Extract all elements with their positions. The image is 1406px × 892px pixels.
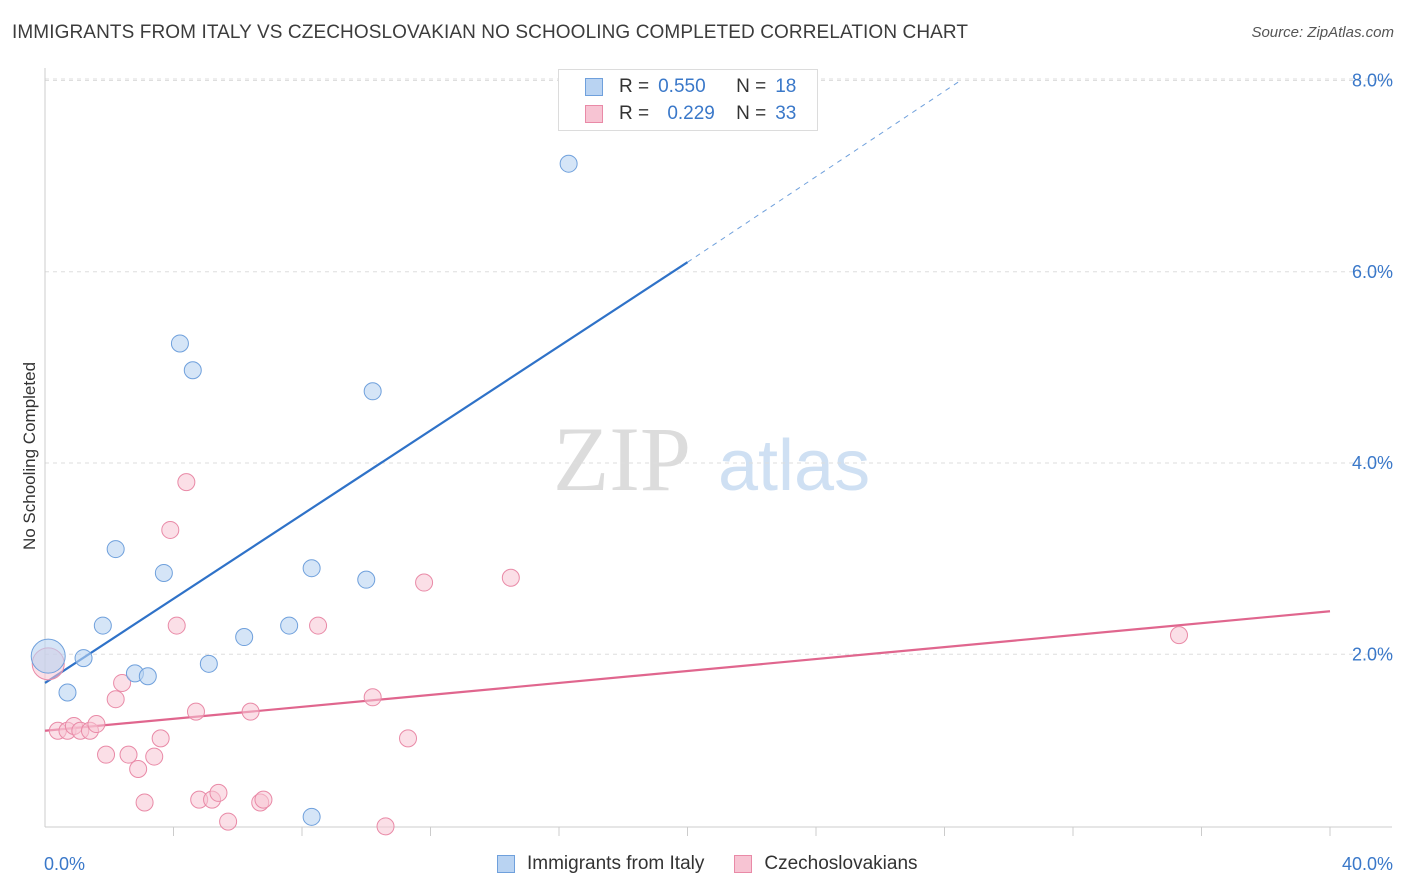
point-czech (113, 673, 132, 692)
point-italy (357, 570, 376, 589)
point-czech (97, 745, 116, 764)
point-italy (93, 616, 112, 635)
legend-row-italy: R = 0.550 N = 18 (585, 74, 797, 100)
point-italy (302, 559, 321, 578)
point-italy (199, 654, 218, 673)
point-italy (138, 667, 157, 686)
axes (44, 68, 1392, 828)
legend-n-value: 33 (775, 103, 797, 124)
trend-line-czech (44, 610, 1331, 732)
point-italy (183, 361, 202, 380)
y-tick-label: 2.0% (1352, 644, 1393, 664)
watermark-atlas: atlas (718, 426, 870, 506)
legend-n-value: 18 (775, 76, 797, 97)
legend-swatch-italy (497, 855, 515, 873)
legend-n-label: N = (736, 103, 767, 124)
point-italy (559, 154, 578, 173)
point-italy (74, 649, 93, 668)
trend-line-italy-extension (687, 80, 961, 263)
y-tick-labels: 2.0% 4.0% 6.0% 8.0% (1352, 71, 1393, 665)
point-italy (58, 683, 77, 702)
point-czech (241, 702, 260, 721)
legend-r-label: R = (619, 103, 650, 124)
legend-r-value: 0.229 (667, 103, 715, 124)
y-tick-label: 4.0% (1352, 453, 1393, 473)
legend-n-label: N = (736, 76, 767, 97)
legend-r-value: 0.550 (658, 76, 706, 97)
point-czech (151, 729, 170, 748)
point-czech (161, 520, 180, 539)
legend-row-czech: R = 0.229 N = 33 (585, 101, 797, 127)
point-italy (302, 807, 321, 826)
legend-label-czech: Czechoslovakians (764, 853, 918, 874)
legend-item-italy: Immigrants from Italy (497, 853, 704, 875)
y-tick-label: 6.0% (1352, 262, 1393, 282)
watermark: ZIP atlas (553, 408, 870, 510)
point-italy (154, 563, 173, 582)
source-label: Source: ZipAtlas.com (1251, 24, 1394, 41)
point-italy (170, 334, 189, 353)
point-czech (135, 793, 154, 812)
x-ticks (173, 827, 1331, 836)
point-czech (145, 747, 164, 766)
point-czech (177, 473, 196, 492)
point-czech (209, 783, 228, 802)
y-axis-label: No Schooling Completed (20, 362, 39, 550)
y-tick-label: 8.0% (1352, 71, 1393, 91)
watermark-zip: ZIP (553, 408, 691, 510)
point-italy (30, 638, 66, 674)
stats-legend: R = 0.550 N = 18 R = 0.229 N = 33 (558, 69, 818, 131)
legend-swatch-czech (585, 105, 603, 123)
legend-item-czech: Czechoslovakians (734, 853, 918, 875)
point-czech (376, 817, 395, 836)
point-czech (119, 745, 138, 764)
point-czech (363, 688, 382, 707)
point-czech (309, 616, 328, 635)
legend-label-italy: Immigrants from Italy (527, 853, 705, 874)
point-czech (254, 790, 273, 809)
point-italy (106, 540, 125, 559)
point-italy (363, 382, 382, 401)
point-czech (1170, 626, 1189, 645)
point-czech (167, 616, 186, 635)
legend-swatch-czech (734, 855, 753, 873)
series-legend: Immigrants from Italy Czechoslovakians (497, 851, 948, 877)
point-czech (399, 729, 418, 748)
point-czech (186, 702, 205, 721)
point-czech (87, 715, 106, 734)
point-czech (106, 690, 125, 709)
chart-title: IMMIGRANTS FROM ITALY VS CZECHOSLOVAKIAN… (12, 22, 969, 43)
x-tick-label-min: 0.0% (44, 854, 85, 874)
point-czech (219, 812, 238, 831)
point-italy (280, 616, 299, 635)
x-tick-label-max: 40.0% (1342, 854, 1393, 874)
grid (45, 78, 1392, 655)
data-points (30, 154, 1189, 836)
legend-swatch-italy (585, 78, 603, 96)
point-czech (129, 760, 148, 778)
trend-line-italy (44, 261, 689, 684)
point-italy (235, 628, 254, 647)
point-czech (501, 568, 520, 587)
point-czech (415, 573, 434, 592)
legend-r-label: R = (619, 76, 650, 97)
